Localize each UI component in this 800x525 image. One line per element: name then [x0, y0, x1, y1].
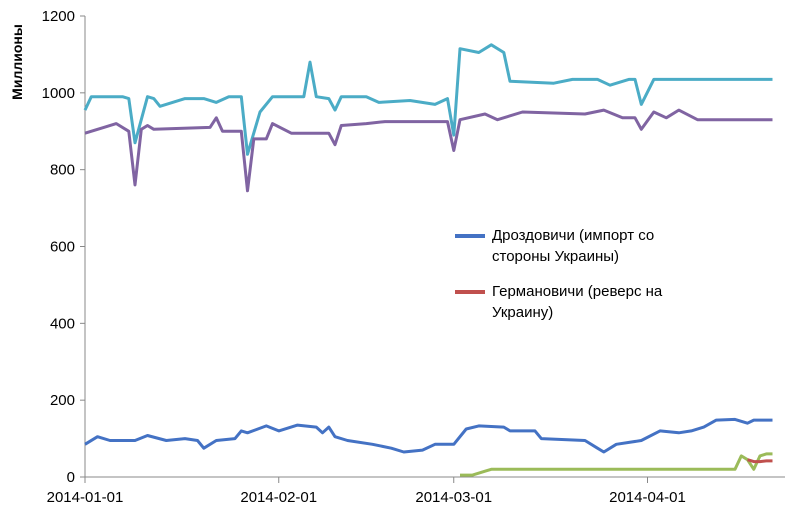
series-line: [747, 458, 773, 464]
x-tick-label: 2014-04-01: [609, 489, 686, 506]
legend-label: Дроздовичи (импорт со стороны Украины): [492, 227, 655, 265]
x-tick-label: 2014-03-01: [415, 489, 492, 506]
y-tick-label: 600: [50, 239, 75, 256]
y-axis-label: Миллионы: [9, 24, 25, 100]
series-line: [84, 417, 773, 454]
y-tick-label: 400: [50, 315, 75, 332]
series-line: [460, 452, 773, 477]
y-tick-label: 1000: [42, 85, 75, 102]
x-tick-label: 2014-01-01: [47, 489, 124, 506]
x-tick-label: 2014-02-01: [240, 489, 317, 506]
y-tick-label: 800: [50, 162, 75, 179]
y-tick-label: 0: [67, 469, 75, 486]
y-tick-label: 200: [50, 392, 75, 409]
legend-label: Германовичи (реверс на Украину): [492, 283, 663, 321]
series-line: [83, 43, 773, 156]
series-line: [84, 108, 773, 193]
y-tick-label: 1200: [42, 8, 75, 25]
